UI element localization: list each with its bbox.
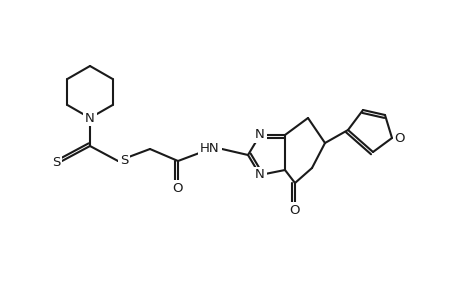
Text: N: N [85,112,95,124]
Text: O: O [289,203,300,217]
Text: S: S [52,157,60,169]
Text: O: O [394,131,404,145]
Text: HN: HN [200,142,219,154]
Text: N: N [255,169,264,182]
Text: N: N [255,128,264,142]
Text: O: O [173,182,183,194]
Text: S: S [119,154,128,167]
